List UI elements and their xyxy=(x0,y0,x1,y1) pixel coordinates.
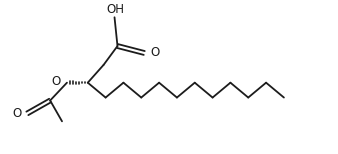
Text: OH: OH xyxy=(106,3,124,16)
Text: O: O xyxy=(52,75,61,88)
Text: O: O xyxy=(12,107,21,120)
Text: O: O xyxy=(150,47,160,59)
